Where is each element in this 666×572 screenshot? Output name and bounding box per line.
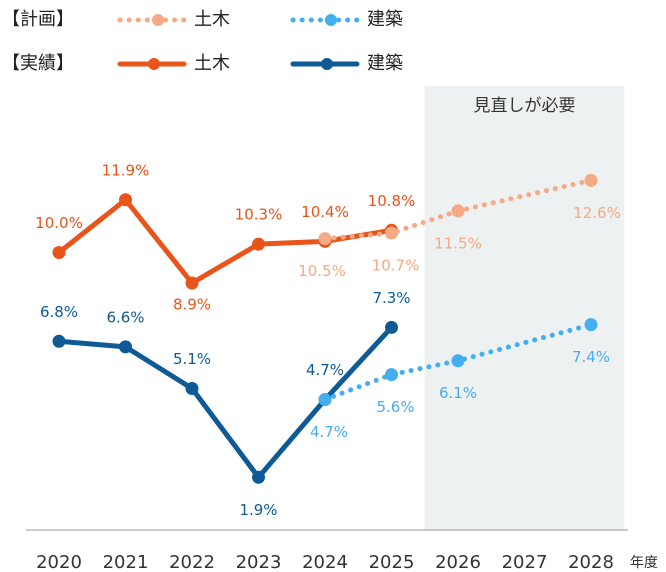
data-label: 6.8% bbox=[40, 303, 78, 321]
data-point bbox=[252, 237, 265, 251]
data-label: 10.0% bbox=[35, 214, 83, 232]
x-tick-label: 2026 bbox=[435, 552, 481, 572]
data-label: 10.4% bbox=[301, 203, 349, 221]
x-tick-label: 2021 bbox=[103, 552, 149, 572]
data-point bbox=[451, 354, 465, 368]
data-point bbox=[318, 232, 332, 246]
legend-label: 土木 bbox=[194, 9, 230, 30]
data-point bbox=[52, 334, 66, 348]
data-label: 10.3% bbox=[235, 206, 283, 224]
data-point bbox=[385, 368, 398, 382]
data-label: 1.9% bbox=[239, 501, 277, 519]
data-point bbox=[185, 381, 199, 395]
series-line bbox=[56, 324, 394, 480]
data-label: 10.7% bbox=[372, 257, 420, 275]
series-line bbox=[56, 197, 394, 286]
data-label: 5.1% bbox=[173, 350, 211, 368]
shaded-region bbox=[424, 86, 625, 530]
x-tick-label: 2027 bbox=[502, 552, 548, 572]
x-tick-label: 2025 bbox=[369, 552, 415, 572]
data-point bbox=[52, 246, 66, 259]
data-label: 5.6% bbox=[376, 398, 414, 416]
legend-group-label: 【計画】 bbox=[2, 9, 74, 30]
data-point bbox=[119, 193, 132, 207]
legend-group-label: 【実績】 bbox=[2, 53, 74, 74]
data-label: 8.9% bbox=[173, 296, 211, 314]
data-point bbox=[385, 226, 398, 240]
data-point bbox=[252, 470, 265, 484]
legend-label: 建築 bbox=[367, 53, 403, 74]
series-line bbox=[322, 322, 594, 403]
data-label: 4.7% bbox=[310, 423, 348, 441]
legend-label: 建築 bbox=[367, 9, 403, 30]
data-label: 10.8% bbox=[368, 192, 416, 210]
data-label: 7.3% bbox=[372, 289, 410, 307]
data-point bbox=[584, 318, 598, 332]
x-tick-label: 2024 bbox=[302, 552, 348, 572]
data-label: 11.9% bbox=[102, 161, 150, 179]
data-point bbox=[185, 276, 199, 290]
x-tick-label: 2022 bbox=[169, 552, 215, 572]
x-tick-label: 2028 bbox=[568, 552, 614, 572]
data-point bbox=[584, 173, 598, 187]
data-label: 6.6% bbox=[106, 308, 144, 326]
legend-marker bbox=[321, 58, 333, 70]
region-label: 見直しが必要 bbox=[474, 96, 576, 116]
data-label: 11.5% bbox=[434, 234, 482, 252]
legend-marker bbox=[325, 14, 337, 26]
x-tick-label: 2020 bbox=[36, 552, 82, 572]
x-tick-label: 2023 bbox=[236, 552, 282, 572]
data-label: 4.7% bbox=[306, 361, 344, 379]
data-label: 10.5% bbox=[298, 262, 346, 280]
legend-marker bbox=[148, 58, 160, 70]
data-point bbox=[385, 320, 398, 334]
x-axis-label: 年度 bbox=[630, 555, 658, 571]
series-line bbox=[322, 177, 594, 242]
data-point bbox=[119, 340, 132, 354]
data-label: 6.1% bbox=[439, 384, 477, 402]
data-label: 12.6% bbox=[573, 204, 621, 222]
legend-marker bbox=[152, 14, 164, 26]
legend-label: 土木 bbox=[194, 53, 230, 74]
data-point bbox=[318, 393, 332, 407]
data-label: 7.4% bbox=[572, 348, 610, 366]
data-point bbox=[451, 204, 465, 218]
